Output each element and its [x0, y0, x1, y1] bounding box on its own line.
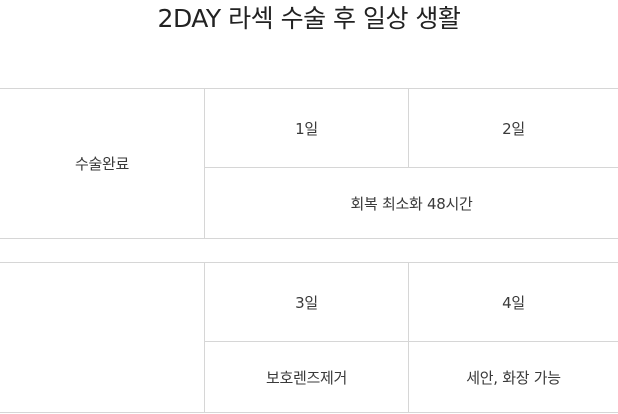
table1-day-2: 2일 — [502, 119, 525, 138]
table2-wash-makeup-note: 세안, 화장 가능 — [466, 368, 561, 387]
table2-mid-border — [204, 341, 618, 342]
table2-lens-removal-note: 보호렌즈제거 — [265, 368, 347, 387]
table1-day-1: 1일 — [295, 119, 318, 138]
table2-label-divider — [204, 262, 205, 413]
table2-top-border — [0, 262, 618, 263]
table2-day-4: 4일 — [502, 293, 525, 312]
table2-bottom-border — [0, 412, 618, 413]
table2-row-label — [0, 263, 204, 412]
page-title: 2DAY 라섹 수술 후 일상 생활 — [157, 4, 461, 33]
table1-mid-border — [204, 167, 618, 168]
table1-label-divider — [204, 88, 205, 239]
table1-row-label: 수술완료 — [74, 155, 129, 173]
table1-bottom-border — [0, 238, 618, 239]
table1-top-border — [0, 88, 618, 89]
table1-day-divider — [408, 88, 409, 168]
table1-recovery-note: 회복 최소화 48시간 — [350, 194, 473, 213]
table2-day-3: 3일 — [295, 293, 318, 312]
table2-day-divider — [408, 262, 409, 413]
